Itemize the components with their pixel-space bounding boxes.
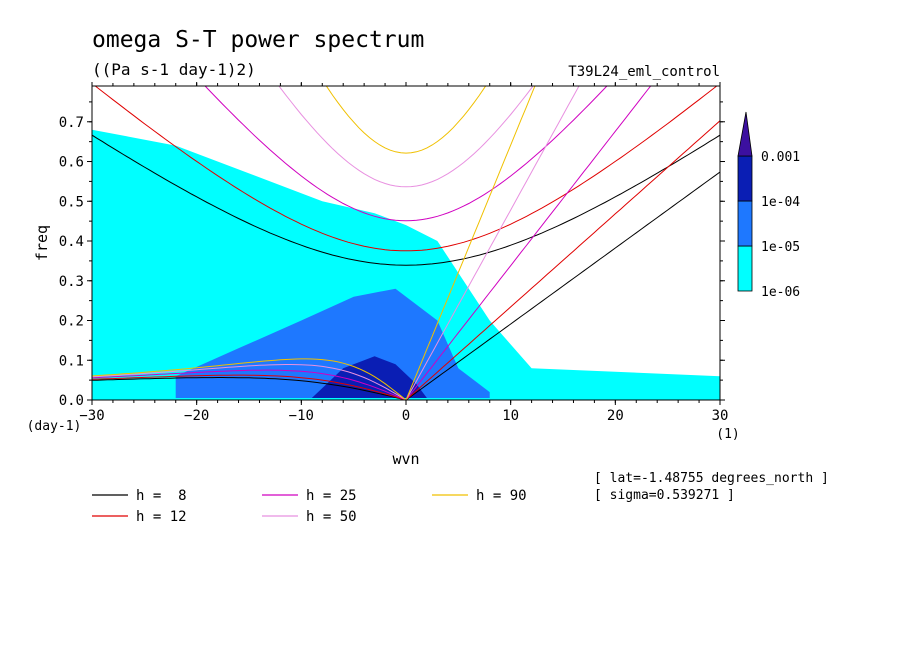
y-tick-label: 0.1 <box>59 353 84 369</box>
x-tick-label: 20 <box>607 408 624 424</box>
run-label: T39L24_eml_control <box>568 64 720 80</box>
kelvin-curve-h12 <box>405 120 720 400</box>
dispersion-curves <box>92 86 720 400</box>
colorbar-label: 0.001 <box>761 150 800 165</box>
rossby-curve-h90 <box>92 358 407 400</box>
colorbar-label: 1e-06 <box>761 285 800 300</box>
colorbar-label: 1e-05 <box>761 240 800 255</box>
rossby-curve-h25 <box>92 369 407 400</box>
x-tick-label: 10 <box>502 408 519 424</box>
colorbar: 1e-06 1e-05 1e-04 0.001 <box>737 111 800 300</box>
gravity-curve-h90 <box>325 86 487 154</box>
annotation-sigma: [ sigma=0.539271 ] <box>594 488 735 503</box>
gravity-curve-h50 <box>278 86 534 188</box>
y-axis: 0.0 0.1 0.2 0.3 0.4 0.5 0.6 0.7 <box>59 101 725 409</box>
gravity-curve-h8 <box>92 134 720 266</box>
x-tick-label: −30 <box>79 408 104 424</box>
legend: h = 8 h = 12 h = 25 h = 50 h = 90 <box>92 488 527 525</box>
kelvin-curve-h25 <box>405 86 652 400</box>
y-tick-label: 0.5 <box>59 194 84 210</box>
x-tick-label: −10 <box>289 408 314 424</box>
gravity-curve-h12 <box>94 86 718 252</box>
y-tick-label: 0.0 <box>59 393 84 409</box>
y-tick-label: 0.6 <box>59 155 84 171</box>
y-axis-label: freq <box>33 225 51 261</box>
legend-label: h = 50 <box>306 509 357 525</box>
x-tick-label: 30 <box>712 408 729 424</box>
x-tick-label: 0 <box>402 408 410 424</box>
legend-label: h = 90 <box>476 488 527 504</box>
legend-label: h = 12 <box>136 509 187 525</box>
gravity-curve-h25 <box>204 86 608 222</box>
chart-title: omega S-T power spectrum <box>92 27 424 53</box>
colorbar-segment <box>737 155 753 202</box>
x-tick-label: −20 <box>184 408 209 424</box>
colorbar-segment <box>737 200 753 247</box>
kelvin-curve-h8 <box>405 171 720 400</box>
colorbar-extension <box>737 111 753 157</box>
colorbar-segment <box>737 245 753 292</box>
legend-label: h = 8 <box>136 488 187 504</box>
y-tick-label: 0.7 <box>59 115 84 131</box>
y-tick-label: 0.4 <box>59 234 84 250</box>
y-tick-label: 0.2 <box>59 314 84 330</box>
kelvin-curve-h50 <box>405 86 580 400</box>
x-axis-label: wvn <box>392 450 419 468</box>
chart-subtitle: ((Pa s-1 day-1)2) <box>92 60 256 79</box>
contour-region-2 <box>311 356 427 398</box>
legend-label: h = 25 <box>306 488 357 504</box>
rossby-curve-h8 <box>92 377 407 400</box>
y-tick-label: 0.3 <box>59 274 84 290</box>
rossby-curve-h12 <box>92 374 407 400</box>
y-axis-unit: (day-1) <box>27 419 82 434</box>
kelvin-curve-h90 <box>405 86 536 400</box>
rossby-curve-h50 <box>92 364 407 400</box>
colorbar-label: 1e-04 <box>761 195 800 210</box>
x-axis: −30 −20 −10 0 10 20 30 <box>79 82 728 424</box>
annotation-lat: [ lat=-1.48755 degrees_north ] <box>594 471 829 486</box>
x-axis-unit: (1) <box>716 427 739 442</box>
